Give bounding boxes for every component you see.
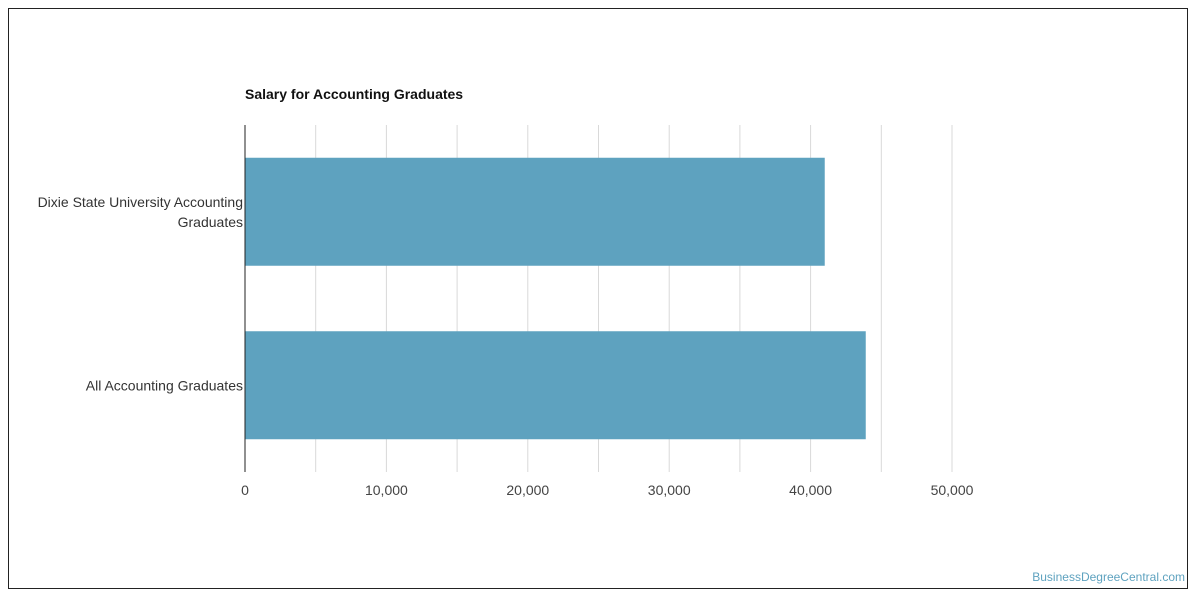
labels: Dixie State University Accounting Graduat… — [38, 194, 974, 498]
x-tick-label: 30,000 — [648, 482, 691, 498]
bars — [245, 157, 866, 440]
chart-frame — [8, 8, 1188, 589]
x-tick-label: 20,000 — [506, 482, 549, 498]
category-label: All Accounting Graduates — [86, 377, 243, 393]
x-tick-label: 50,000 — [931, 482, 974, 498]
bar — [245, 331, 866, 440]
source-credit[interactable]: BusinessDegreeCentral.com — [1032, 570, 1185, 584]
x-tick-label: 0 — [241, 482, 249, 498]
category-label: Dixie State University Accounting — [38, 194, 243, 210]
chart-title: Salary for Accounting Graduates — [245, 86, 463, 102]
category-label: Graduates — [178, 214, 243, 230]
x-tick-label: 40,000 — [789, 482, 832, 498]
x-tick-label: 10,000 — [365, 482, 408, 498]
bar — [245, 157, 825, 266]
